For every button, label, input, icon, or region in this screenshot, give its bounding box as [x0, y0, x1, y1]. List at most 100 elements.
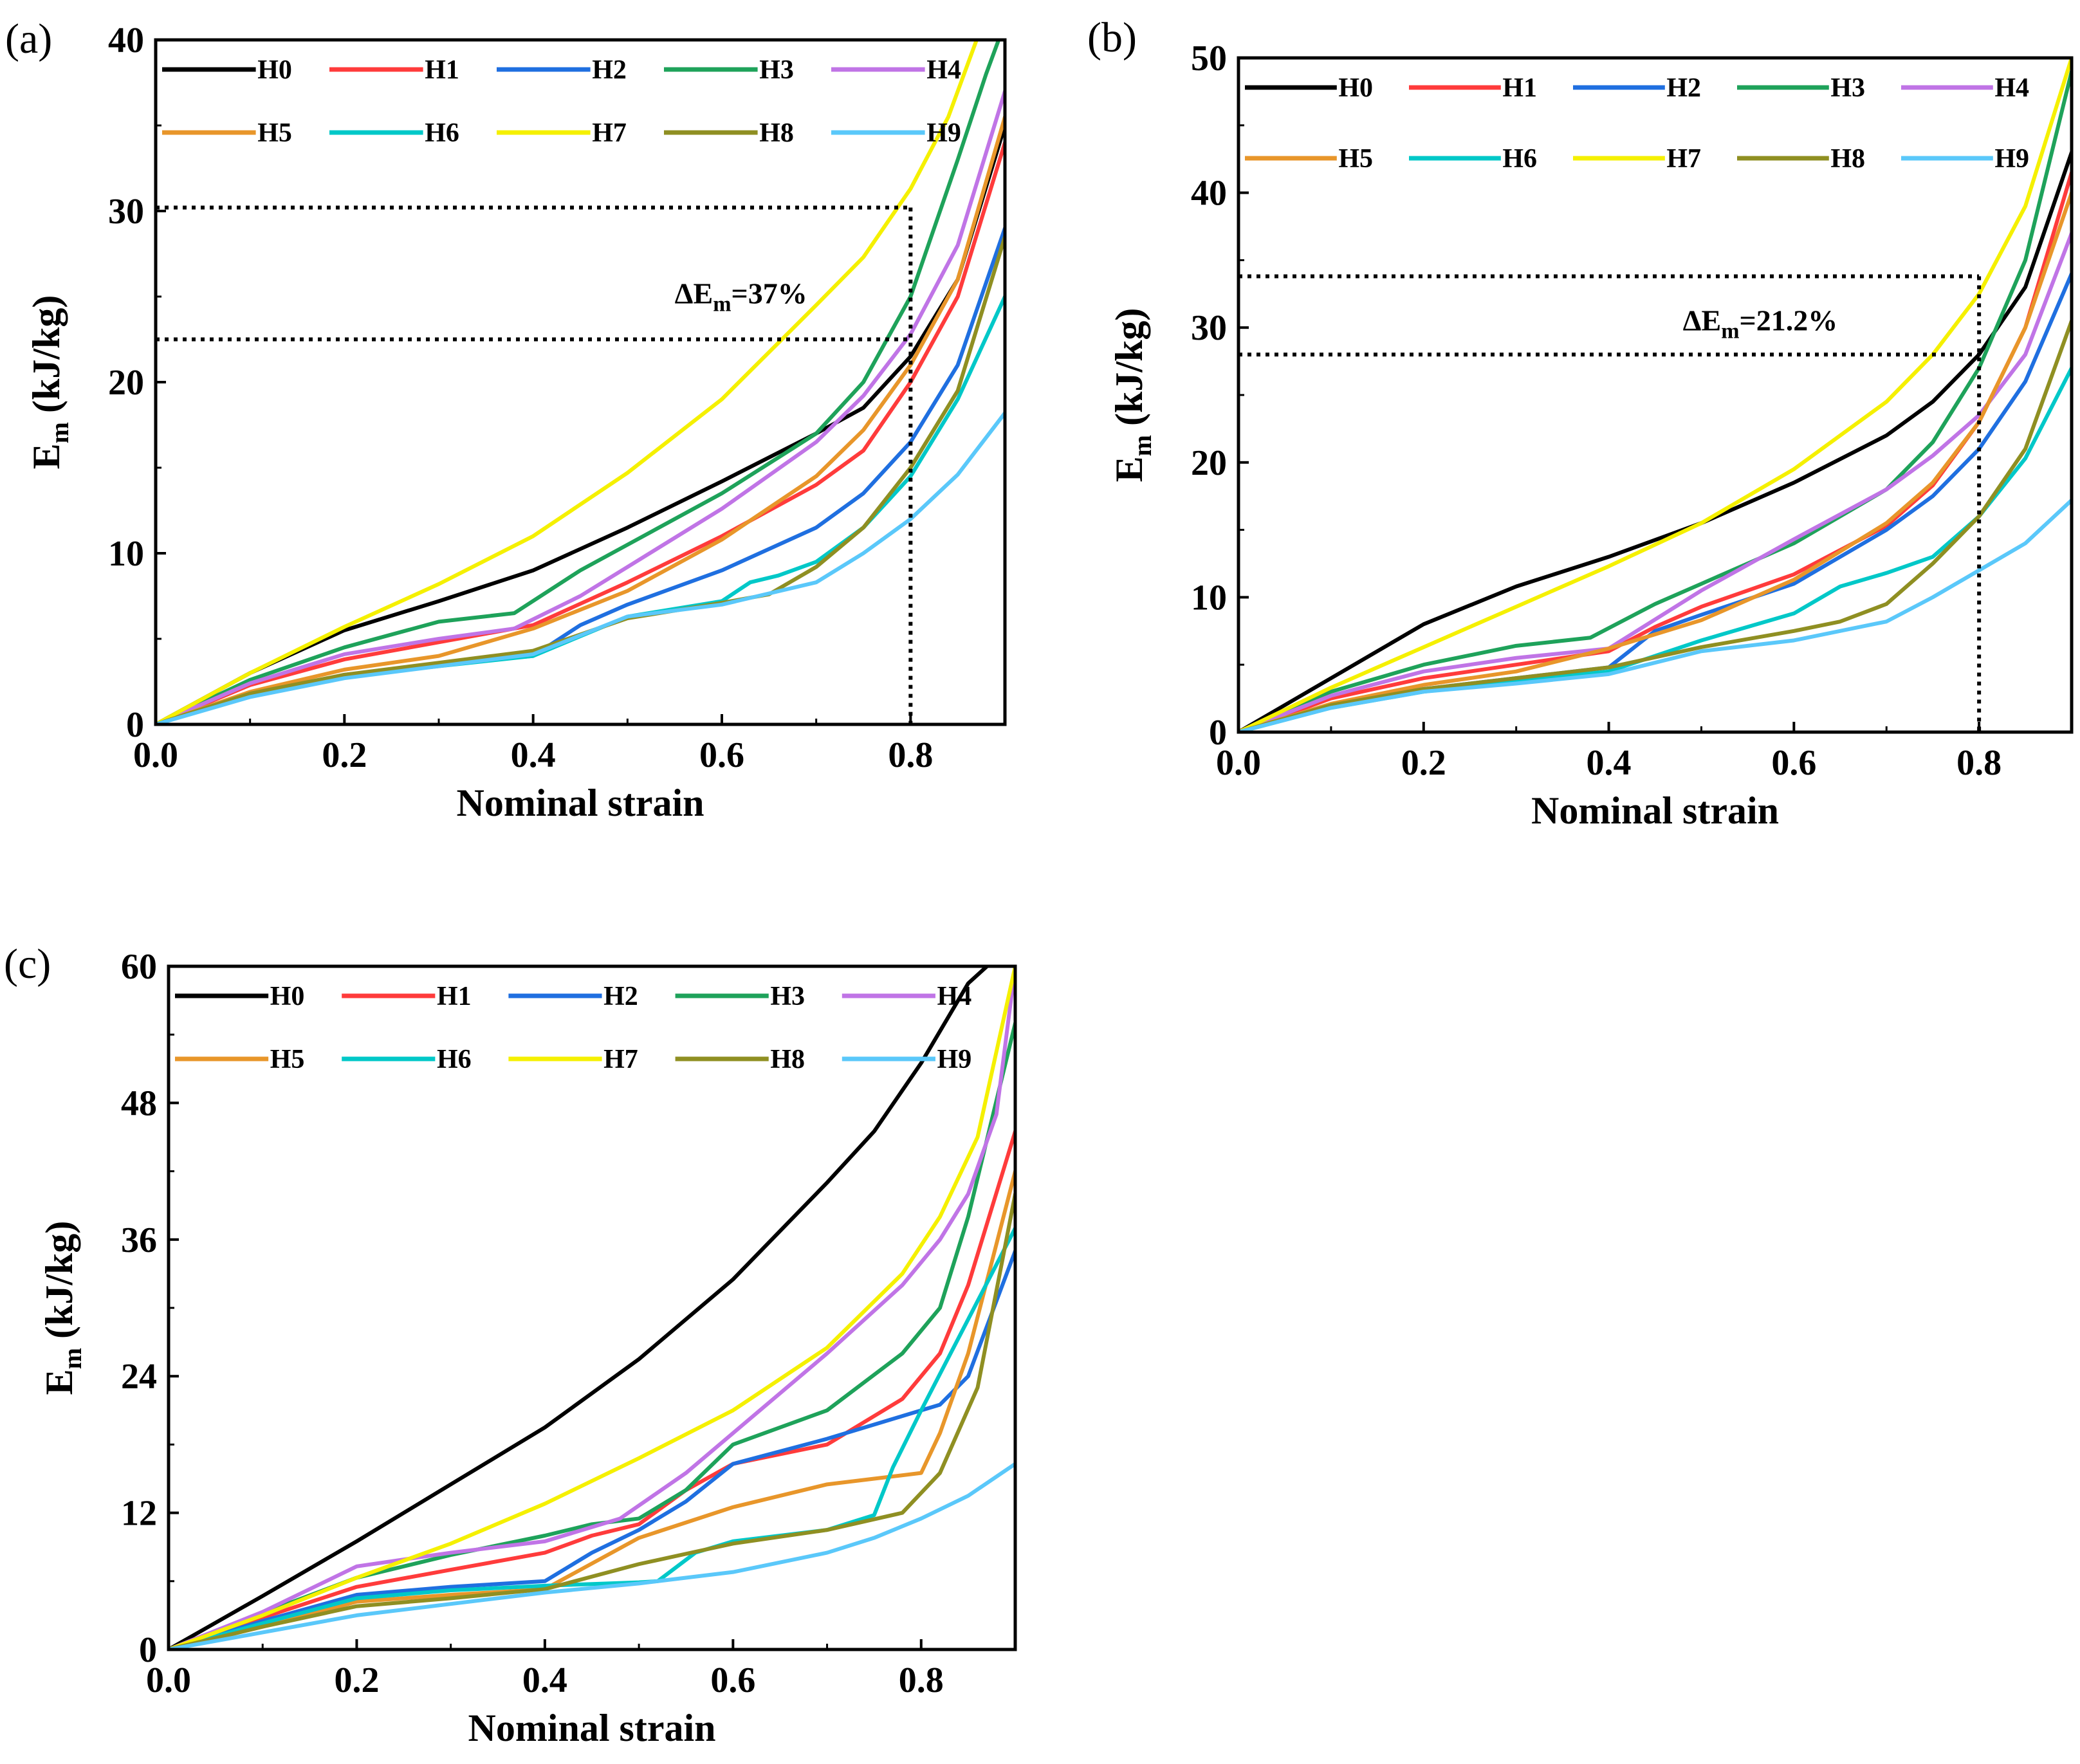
x-tick-label: 0.8 [899, 1660, 944, 1700]
legend-item-h8: H8 [664, 118, 794, 148]
legend-item-h0: H0 [175, 982, 304, 1011]
legend-item-h7: H7 [508, 1045, 638, 1074]
y-axis-title: Em (kJ/kg) [1108, 308, 1157, 482]
y-axis-title-unit: (kJ/kg) [25, 295, 68, 413]
legend-label: H5 [270, 1045, 305, 1074]
legend-label: H8 [759, 118, 794, 148]
legend-item-h6: H6 [1409, 144, 1537, 174]
legend: H0 H1 H2 H3 H4 H5 H6 H7 H8 H9 [175, 982, 971, 1074]
legend-item-h1: H1 [1409, 73, 1537, 103]
legend-item-h5: H5 [175, 1045, 304, 1074]
x-tick-label: 0.2 [322, 735, 367, 775]
series-line-h2 [169, 1249, 1015, 1649]
series-line-h1 [1238, 170, 2072, 732]
x-tick-label: 0.6 [699, 735, 744, 775]
legend-item-h8: H8 [1737, 144, 1865, 174]
series-line-h7 [169, 966, 1015, 1649]
panel-label: (b) [1087, 14, 1137, 61]
legend-item-h2: H2 [497, 55, 627, 85]
legend-label: H0 [1338, 73, 1373, 103]
series-line-h4 [169, 966, 1015, 1649]
legend-item-h7: H7 [497, 118, 627, 148]
legend-label: H4 [1994, 73, 2029, 103]
y-axis-title-main: E [38, 1369, 80, 1395]
y-tick-label: 24 [121, 1357, 157, 1397]
legend-label: H2 [592, 55, 627, 85]
y-axis-title-sub: m [1128, 435, 1157, 456]
legend-item-h3: H3 [664, 55, 794, 85]
legend-item-h1: H1 [329, 55, 459, 85]
legend-item-h4: H4 [1901, 73, 2029, 103]
y-axis-title-main: E [1108, 456, 1150, 482]
series-group [156, 40, 1005, 724]
y-tick-label: 40 [1191, 174, 1227, 214]
delta-annotation-sub: m [713, 293, 731, 317]
x-axis-title: Nominal strain [468, 1707, 715, 1749]
y-tick-label: 0 [139, 1630, 157, 1670]
legend-label: H7 [1666, 144, 1701, 174]
y-tick-label: 30 [1191, 308, 1227, 348]
series-line-h5 [169, 1169, 1015, 1649]
legend-item-h4: H4 [842, 982, 971, 1011]
x-tick-label: 0.4 [522, 1660, 567, 1700]
x-tick-label: 0.2 [1401, 743, 1446, 783]
series-line-h5 [1238, 190, 2072, 732]
legend-item-h2: H2 [508, 982, 638, 1011]
series-line-h0 [156, 124, 1005, 724]
x-tick-label: 0.0 [1216, 743, 1261, 783]
y-axis-title-unit: (kJ/kg) [1108, 308, 1150, 426]
series-line-h2 [156, 226, 1005, 724]
x-tick-label: 0.6 [710, 1660, 755, 1700]
delta-annotation-prefix: ΔE [675, 277, 713, 310]
series-line-h8 [169, 1192, 1015, 1649]
legend-label: H3 [1830, 73, 1865, 103]
panel-label: (a) [5, 15, 52, 62]
legend-label: H5 [257, 118, 292, 148]
series-line-h3 [156, 40, 1001, 724]
y-tick-label: 20 [108, 363, 144, 403]
series-line-h7 [156, 40, 979, 724]
series-line-h5 [156, 115, 1005, 724]
legend-label: H1 [1502, 73, 1537, 103]
legend: H0 H1 H2 H3 H4 H5 H6 H7 H8 H9 [1245, 73, 2029, 174]
delta-annotation-prefix: ΔE [1683, 304, 1722, 336]
legend-item-h0: H0 [162, 55, 292, 85]
series-line-h9 [1238, 498, 2072, 732]
legend-label: H6 [425, 118, 459, 148]
y-tick-label: 10 [1191, 578, 1227, 618]
legend-label: H6 [1502, 144, 1537, 174]
legend-label: H9 [1994, 144, 2029, 174]
y-axis-title-unit: (kJ/kg) [38, 1221, 80, 1339]
legend-item-h0: H0 [1245, 73, 1373, 103]
series-line-h9 [169, 1462, 1015, 1649]
y-axis-title-sub: m [45, 422, 74, 443]
legend-item-h5: H5 [162, 118, 292, 148]
legend-label: H6 [437, 1045, 472, 1074]
legend-item-h4: H4 [831, 55, 961, 85]
legend-label: H1 [437, 982, 472, 1011]
y-axis-title-main: E [25, 443, 68, 469]
y-axis-title: Em (kJ/kg) [25, 295, 74, 470]
legend-label: H3 [759, 55, 794, 85]
legend-item-h6: H6 [329, 118, 459, 148]
series-line-h0 [169, 966, 989, 1649]
series-line-h1 [156, 140, 1005, 724]
delta-annotation: ΔEm=21.2% [1683, 304, 1838, 343]
y-tick-label: 40 [108, 21, 144, 60]
y-tick-label: 50 [1191, 39, 1227, 78]
series-line-h8 [1238, 318, 2072, 732]
legend-label: H7 [592, 118, 627, 148]
x-tick-label: 0.8 [888, 735, 933, 775]
legend-item-h3: H3 [675, 982, 805, 1011]
chart-panel-2: (c) H0 H1 H2 H3 H4 H5 H6 H7 H8 H9 0.0 0.2 0.4 0.6 0.8 0 1… [4, 941, 1017, 1749]
legend-item-h8: H8 [675, 1045, 805, 1074]
x-tick-label: 0.4 [511, 735, 556, 775]
legend-label: H1 [425, 55, 459, 85]
legend-label: H2 [603, 982, 638, 1011]
legend-item-h2: H2 [1573, 73, 1701, 103]
y-tick-label: 36 [121, 1220, 157, 1260]
y-tick-label: 0 [126, 705, 144, 745]
legend-item-h9: H9 [842, 1045, 971, 1074]
